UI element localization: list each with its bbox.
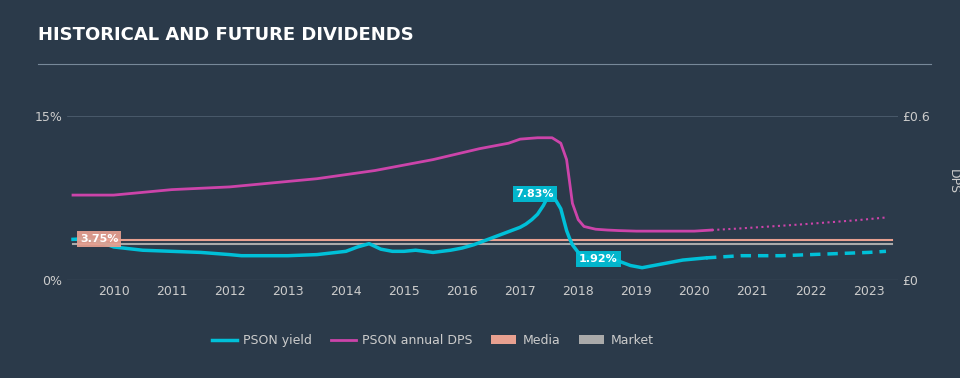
Text: 1.92%: 1.92%	[579, 254, 618, 264]
Legend: PSON yield, PSON annual DPS, Media, Market: PSON yield, PSON annual DPS, Media, Mark…	[207, 329, 659, 352]
Text: 3.75%: 3.75%	[80, 234, 118, 244]
Text: HISTORICAL AND FUTURE DIVIDENDS: HISTORICAL AND FUTURE DIVIDENDS	[38, 26, 414, 45]
Text: 7.83%: 7.83%	[516, 189, 554, 199]
Y-axis label: DPS: DPS	[947, 169, 960, 194]
